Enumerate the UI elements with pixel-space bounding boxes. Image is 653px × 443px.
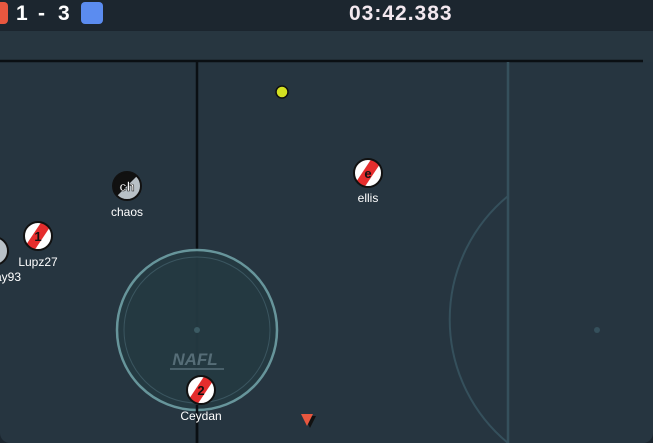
- player-ceydan-avatar: 2: [197, 383, 204, 398]
- player-lupz27-avatar: 1: [34, 229, 41, 244]
- player-ay93: [0, 237, 9, 265]
- right-circle-arc: [448, 195, 509, 443]
- player-name-ellis: ellis: [357, 191, 379, 205]
- player-chaos: ch: [112, 171, 142, 201]
- blue-score: 3: [58, 2, 71, 25]
- red-team-indicator: [0, 2, 8, 24]
- player-ellis: e: [353, 158, 383, 188]
- player-name-ay93: ay93: [0, 270, 22, 284]
- offscreen-ball-arrow-icon: [301, 414, 316, 428]
- player-name-ceydan: Ceydan: [180, 409, 222, 423]
- match-timer: 03:42.383: [349, 2, 453, 25]
- player-lupz27: 1: [23, 221, 53, 251]
- player-ellis-avatar: e: [364, 166, 371, 181]
- player-name-chaos: chaos: [110, 205, 144, 219]
- red-score: 1: [16, 2, 29, 25]
- score-separator: -: [38, 2, 46, 25]
- player-name-lupz27: Lupz27: [18, 255, 58, 269]
- ball: [275, 85, 289, 99]
- right-spot: [594, 327, 600, 333]
- league-logo: NAFL: [170, 350, 224, 370]
- player-chaos-avatar: ch: [119, 179, 134, 194]
- player-ceydan: 2: [186, 375, 216, 405]
- blue-team-indicator: [81, 2, 103, 24]
- kickoff-spot: [194, 327, 200, 333]
- pitch-grass: [0, 31, 653, 443]
- league-logo-text: NAFL: [172, 350, 217, 369]
- top-bar: 1 - 3 03:42.383: [0, 0, 653, 30]
